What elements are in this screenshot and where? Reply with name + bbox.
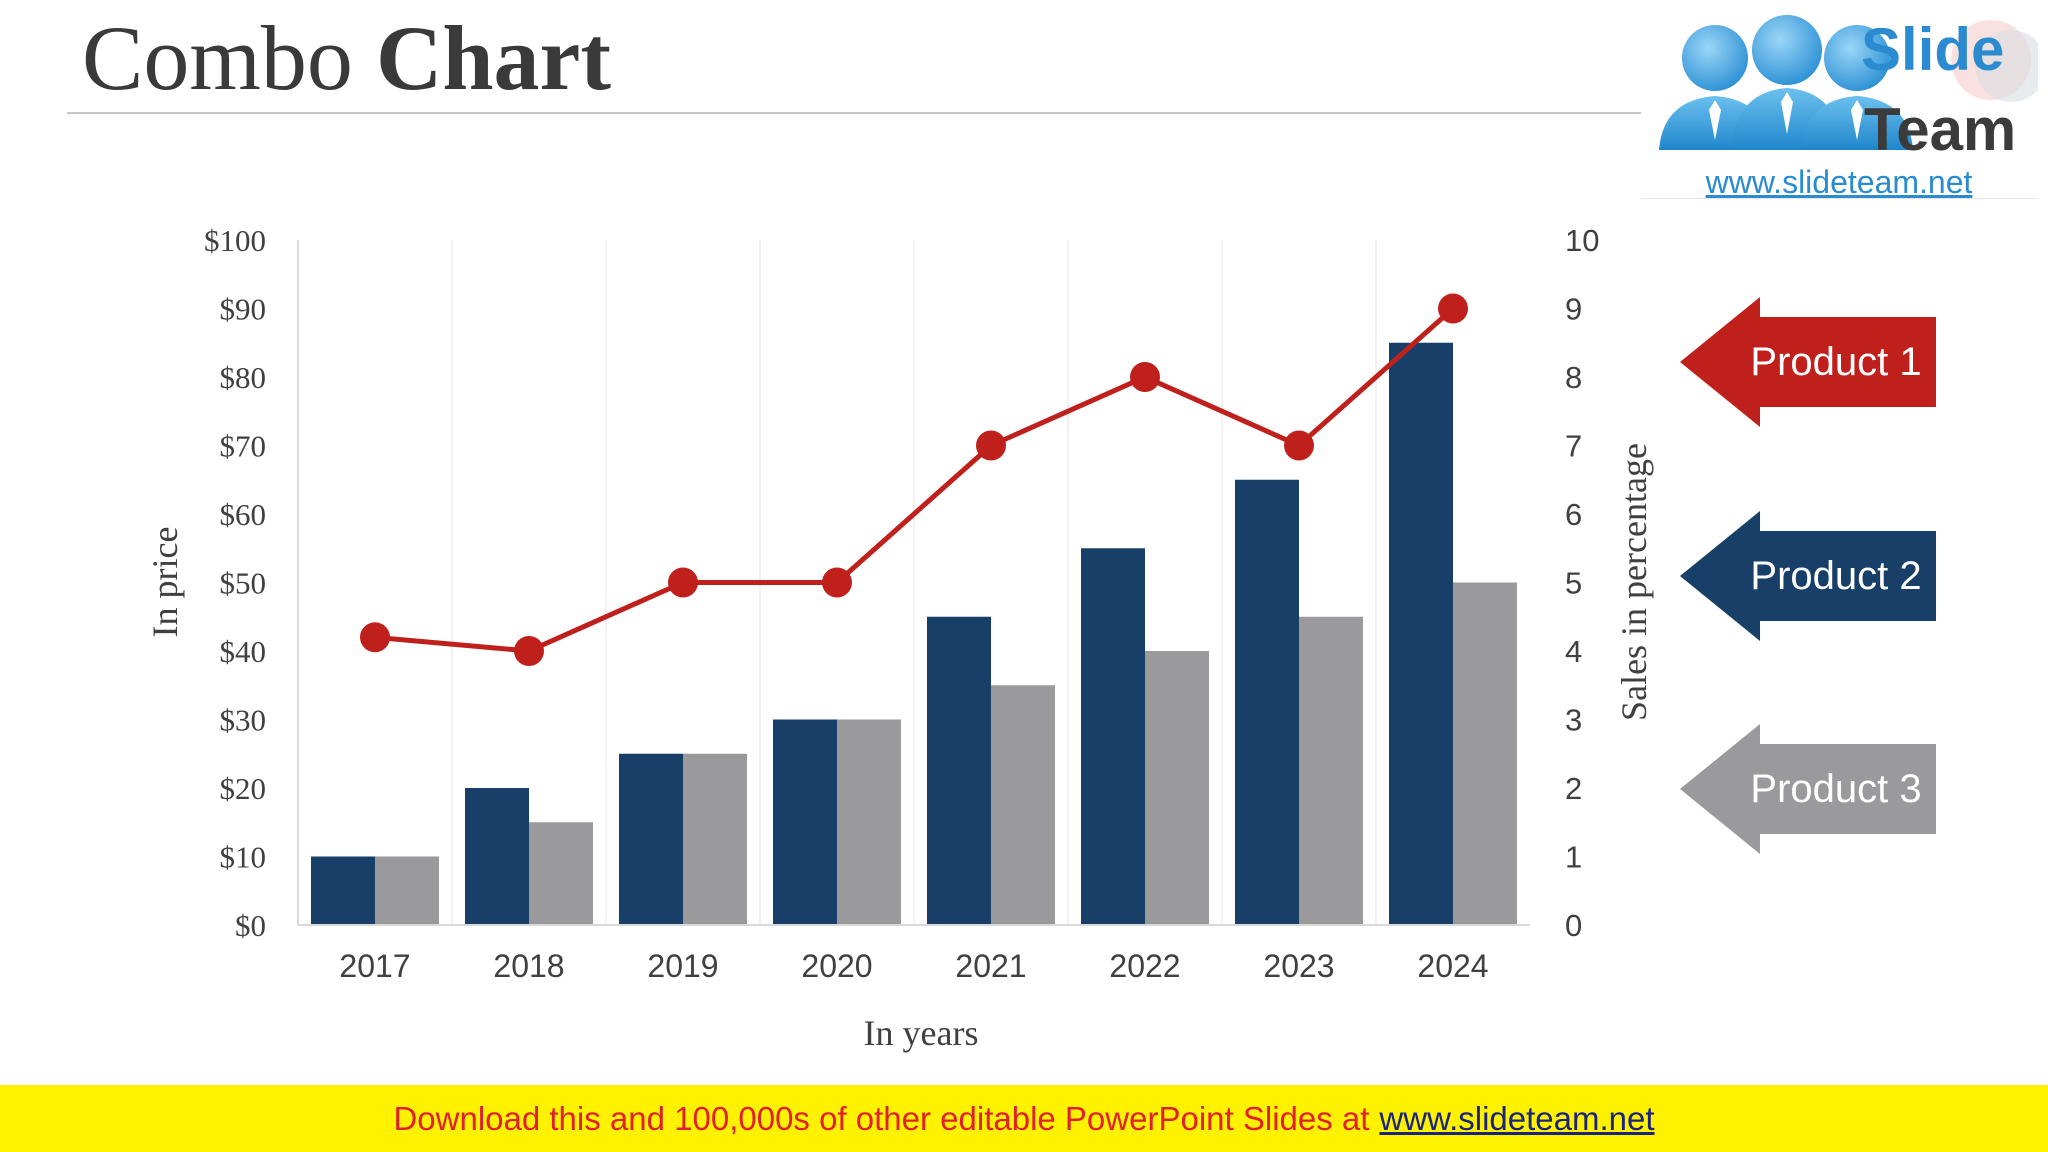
legend-product-2: Product 2 — [1680, 511, 1936, 641]
x-tick-label: 2024 — [1417, 948, 1488, 984]
point-product-1-2023 — [1284, 430, 1314, 461]
left-tick-label: $50 — [220, 566, 267, 601]
people-icon: Slide Team — [1659, 15, 2038, 163]
bar-product-3-2024 — [1453, 582, 1517, 925]
download-banner: Download this and 100,000s of other edit… — [0, 1085, 2048, 1152]
legend-product-3: Product 3 — [1680, 724, 1936, 854]
left-tick-label: $0 — [235, 908, 266, 943]
legend-arrow-shape — [1680, 724, 1936, 854]
left-tick-label: $70 — [220, 429, 267, 464]
bar-product-3-2021 — [991, 685, 1055, 925]
right-tick-label: 10 — [1565, 223, 1599, 258]
left-arrow-icon — [1680, 724, 1936, 854]
legend-label-product-1: Product 1 — [1750, 339, 1922, 384]
right-tick-label: 8 — [1565, 360, 1582, 395]
right-tick-label: 5 — [1565, 566, 1582, 601]
point-product-1-2024 — [1438, 293, 1468, 324]
point-product-1-2018 — [514, 636, 544, 666]
right-tick-label: 7 — [1565, 429, 1582, 464]
left-tick-label: $40 — [220, 634, 267, 669]
left-tick-label: $80 — [220, 360, 267, 395]
right-tick-label: 0 — [1565, 908, 1582, 943]
point-product-1-2022 — [1130, 362, 1160, 392]
x-tick-label: 2019 — [647, 948, 718, 984]
left-tick-label: $90 — [220, 292, 267, 327]
point-product-1-2019 — [668, 567, 698, 598]
x-tick-label: 2022 — [1109, 948, 1180, 984]
legend-product-1: Product 1 — [1680, 297, 1936, 427]
point-product-1-2020 — [822, 567, 852, 598]
right-tick-label: 2 — [1565, 771, 1582, 806]
right-tick-label: 6 — [1565, 497, 1582, 532]
bar-product-2-2018 — [465, 788, 529, 925]
x-tick-label: 2017 — [339, 948, 410, 984]
left-tick-label: $30 — [220, 703, 267, 738]
bar-product-3-2018 — [529, 822, 593, 925]
bar-product-2-2023 — [1235, 479, 1299, 925]
bar-product-3-2017 — [375, 856, 439, 925]
title-light: Combo — [82, 7, 376, 109]
right-tick-label: 1 — [1565, 840, 1582, 875]
legend-arrow-shape — [1680, 511, 1936, 641]
x-tick-label: 2023 — [1263, 948, 1334, 984]
chart-gridlines — [451, 240, 1377, 925]
bar-product-3-2019 — [683, 753, 747, 925]
x-axis-title: In years — [864, 1013, 979, 1053]
left-tick-label: $10 — [220, 840, 267, 875]
bar-product-2-2024 — [1389, 342, 1453, 925]
right-tick-label: 4 — [1565, 634, 1582, 669]
title-divider — [67, 112, 1642, 114]
bar-product-2-2020 — [773, 719, 837, 925]
logo-url-link[interactable]: www.slideteam.net — [1705, 164, 1973, 200]
legend-label-product-2: Product 2 — [1750, 553, 1922, 598]
x-tick-label: 2020 — [801, 948, 872, 984]
bar-product-2-2017 — [311, 856, 375, 925]
banner-text: Download this and 100,000s of other edit… — [393, 1099, 1370, 1137]
legend-label-product-3: Product 3 — [1750, 766, 1922, 811]
left-arrow-icon — [1680, 511, 1936, 641]
bar-product-3-2022 — [1145, 651, 1209, 925]
banner-link[interactable]: www.slideteam.net — [1379, 1099, 1655, 1137]
x-tick-label: 2021 — [955, 948, 1026, 984]
right-tick-label: 3 — [1565, 703, 1582, 738]
chart-line-series — [360, 293, 1468, 666]
slideteam-logo[interactable]: Slide Team www.slideteam.net — [1641, 0, 2038, 200]
logo-word-team: Team — [1864, 96, 2016, 163]
bar-product-2-2019 — [619, 753, 683, 925]
left-tick-label: $100 — [204, 223, 266, 258]
bar-product-3-2023 — [1299, 616, 1363, 925]
right-tick-label: 9 — [1565, 292, 1582, 327]
logo-word-slide: Slide — [1861, 16, 2004, 83]
y-axis-left-title: In price — [145, 527, 185, 638]
chart-bars — [311, 342, 1517, 925]
point-product-1-2021 — [976, 430, 1006, 461]
chart-labels: $0 $10 $20 $30 $40 $50 $60 $70 $80 $90 $100 0 1 2 3 4 5 6… — [145, 223, 1654, 1053]
left-arrow-icon — [1680, 297, 1936, 427]
left-tick-label: $60 — [220, 497, 267, 532]
x-tick-label: 2018 — [493, 948, 564, 984]
point-product-1-2017 — [360, 622, 390, 653]
left-tick-label: $20 — [220, 771, 267, 806]
legend-arrow-shape — [1680, 297, 1936, 427]
combo-chart: $0 $10 $20 $30 $40 $50 $60 $70 $80 $90 $100 0 1 2 3 4 5 6… — [145, 223, 1654, 1053]
title-bold: Chart — [375, 7, 612, 109]
bar-product-2-2022 — [1081, 548, 1145, 925]
line-product-1 — [374, 306, 1455, 654]
bar-product-2-2021 — [927, 616, 991, 925]
bar-product-3-2020 — [837, 719, 901, 925]
y-axis-right-title: Sales in percentage — [1614, 443, 1654, 721]
chart-axes — [297, 240, 1530, 926]
page-title: Combo Chart — [82, 6, 611, 112]
